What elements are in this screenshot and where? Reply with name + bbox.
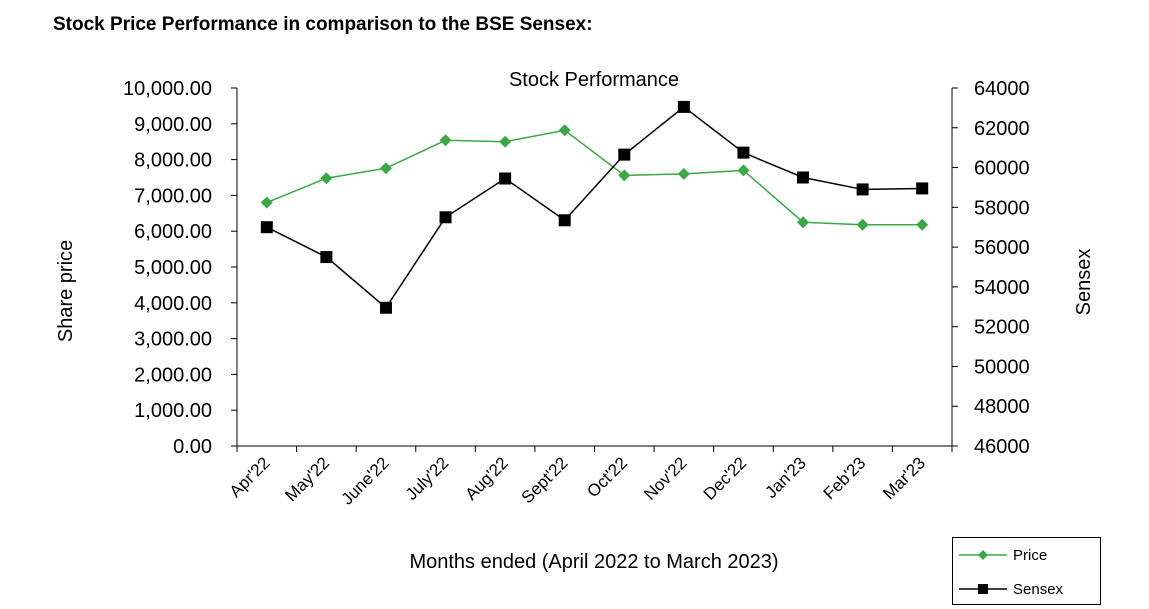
- right-axis-tick-label: 56000: [974, 237, 1030, 259]
- right-axis-tick-label: 58000: [974, 197, 1030, 219]
- sensex-data-point: [737, 146, 750, 159]
- sensex-data-point: [499, 172, 512, 185]
- legend-sensex-swatch: [959, 584, 1007, 594]
- left-axis-tick-label: 2,000.00: [134, 364, 212, 386]
- left-axis-tick-label: 3,000.00: [134, 329, 212, 351]
- sensex-data-point: [677, 100, 690, 113]
- x-axis-tick-label: Mar'23: [879, 453, 929, 503]
- sensex-data-point: [260, 221, 273, 234]
- sensex-data-point: [618, 148, 631, 161]
- legend-item-sensex: Sensex: [957, 579, 1063, 599]
- sensex-data-point: [856, 183, 869, 196]
- left-axis-tick-label: 7,000.00: [134, 185, 212, 207]
- left-axis-tick-label: 10,000.00: [123, 78, 212, 100]
- sensex-data-point: [439, 211, 452, 224]
- price-data-point: [320, 172, 333, 185]
- price-data-point: [558, 124, 571, 137]
- x-axis-tick-label: Aug'22: [461, 453, 511, 503]
- x-axis-tick-label: July'22: [402, 453, 452, 503]
- x-axis-tick-label: Sept'22: [518, 453, 572, 507]
- x-axis-label: Months ended (April 2022 to March 2023): [409, 551, 778, 573]
- right-axis-tick-label: 50000: [974, 356, 1030, 378]
- price-data-point: [737, 164, 750, 177]
- left-axis-tick-label: 1,000.00: [134, 400, 212, 422]
- x-axis-tick-label: Apr'22: [226, 453, 274, 501]
- price-data-point: [797, 216, 810, 229]
- sensex-data-point: [916, 182, 929, 195]
- right-axis-tick-label: 60000: [974, 158, 1030, 180]
- x-axis-tick-label: Jan'23: [761, 453, 809, 501]
- x-axis-tick-label: Nov'22: [640, 453, 690, 503]
- left-axis-tick-label: 8,000.00: [134, 150, 212, 172]
- sensex-series-line: [266, 105, 923, 309]
- price-data-point: [618, 169, 631, 182]
- chart-title: Stock Performance: [509, 69, 679, 91]
- price-data-point: [260, 196, 273, 209]
- sensex-data-point: [797, 171, 810, 184]
- price-data-point: [379, 162, 392, 175]
- legend-label-price: Price: [1013, 546, 1048, 564]
- legend-price-swatch: [959, 550, 1007, 560]
- sensex-data-point: [379, 301, 392, 314]
- price-data-point: [439, 134, 452, 147]
- y2-axis-label: Sensex: [1073, 249, 1095, 316]
- right-axis-tick-label: 48000: [974, 396, 1030, 418]
- price-data-point: [499, 135, 512, 148]
- sensex-data-point: [558, 214, 571, 227]
- left-axis-tick-label: 9,000.00: [134, 114, 212, 136]
- right-axis-tick-label: 46000: [974, 436, 1030, 458]
- legend-label-sensex: Sensex: [1013, 580, 1064, 598]
- right-axis-tick-label: 54000: [974, 277, 1030, 299]
- x-axis-tick-label: May'22: [281, 453, 333, 505]
- x-axis-tick-label: Oct'22: [583, 453, 631, 501]
- y-axis-label: Share price: [55, 240, 77, 342]
- x-axis-tick-label: Feb'23: [820, 453, 870, 503]
- legend-item-price: Price: [957, 545, 1047, 565]
- right-axis-tick-label: 64000: [974, 78, 1030, 100]
- price-data-point: [916, 218, 929, 231]
- left-axis-tick-label: 5,000.00: [134, 257, 212, 279]
- price-data-point: [856, 218, 869, 231]
- chart-legend: Price Sensex: [952, 537, 1101, 605]
- right-axis-tick-label: 62000: [974, 118, 1030, 140]
- left-axis-tick-label: 0.00: [173, 436, 212, 458]
- price-series-line: [266, 129, 923, 226]
- page-heading: Stock Price Performance in comparison to…: [53, 14, 593, 35]
- x-axis-tick-label: Dec'22: [700, 453, 750, 503]
- left-axis-tick-label: 6,000.00: [134, 221, 212, 243]
- right-axis-tick-label: 52000: [974, 317, 1030, 339]
- sensex-data-point: [320, 251, 333, 264]
- price-data-point: [677, 167, 690, 180]
- left-axis-tick-label: 4,000.00: [134, 293, 212, 315]
- x-axis-tick-label: June'22: [338, 453, 393, 508]
